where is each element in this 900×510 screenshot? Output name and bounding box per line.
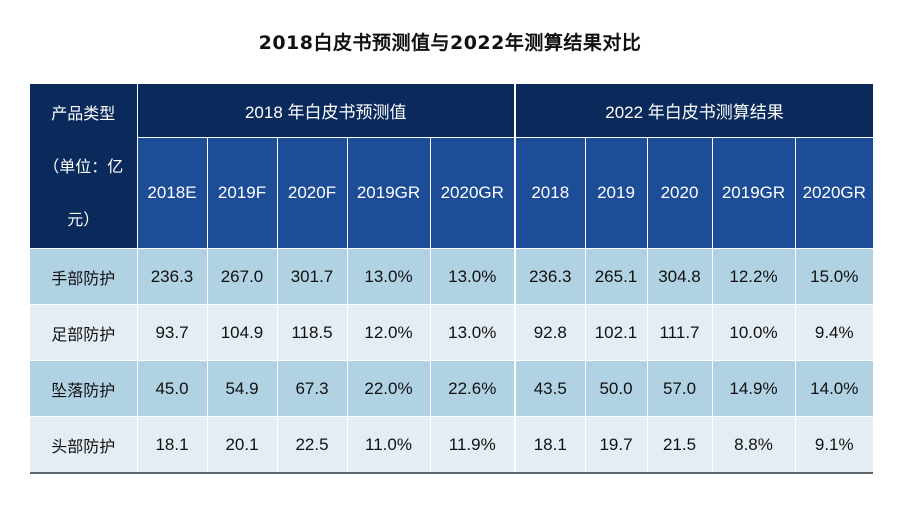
data-cell: 18.1 <box>137 416 208 474</box>
data-cell: 236.3 <box>137 248 208 305</box>
data-cell: 18.1 <box>515 416 586 474</box>
data-cell: 10.0% <box>712 304 796 361</box>
data-cell: 12.0% <box>347 304 431 361</box>
row-label: 手部防护 <box>30 248 138 305</box>
group-header-2018-forecast: 2018 年白皮书预测值 <box>137 84 516 138</box>
column-header: 2019F <box>207 137 278 249</box>
column-header: 2020 <box>647 137 713 249</box>
data-cell: 102.1 <box>585 304 648 361</box>
data-cell: 13.0% <box>347 248 431 305</box>
chart-title: 2018白皮书预测值与2022年测算结果对比 <box>258 32 642 54</box>
data-cell: 9.4% <box>795 304 874 361</box>
data-cell: 93.7 <box>137 304 208 361</box>
data-cell: 12.2% <box>712 248 796 305</box>
unit-label-line1: （单位：亿 <box>43 156 124 176</box>
data-cell: 9.1% <box>795 416 874 474</box>
data-cell: 14.9% <box>712 360 796 417</box>
data-cell: 267.0 <box>207 248 278 305</box>
data-cell: 104.9 <box>207 304 278 361</box>
table-row-foot-protection: 足部防护 93.7 104.9 118.5 12.0% 13.0% 92.8 1… <box>30 304 874 361</box>
data-cell: 11.9% <box>430 416 516 474</box>
column-header: 2019GR <box>712 137 796 249</box>
column-header: 2019 <box>585 137 648 249</box>
column-header: 2019GR <box>347 137 431 249</box>
data-cell: 45.0 <box>137 360 208 417</box>
data-cell: 54.9 <box>207 360 278 417</box>
product-type-label: 产品类型 <box>51 103 116 123</box>
data-cell: 301.7 <box>277 248 348 305</box>
data-cell: 22.5 <box>277 416 348 474</box>
data-cell: 22.0% <box>347 360 431 417</box>
data-cell: 13.0% <box>430 248 516 305</box>
column-header: 2018 <box>515 137 586 249</box>
data-cell: 111.7 <box>647 304 713 361</box>
data-cell: 43.5 <box>515 360 586 417</box>
data-cell: 15.0% <box>795 248 874 305</box>
column-header: 2020GR <box>430 137 516 249</box>
data-cell: 92.8 <box>515 304 586 361</box>
unit-label-line2: 元） <box>67 209 100 229</box>
data-cell: 50.0 <box>585 360 648 417</box>
data-cell: 67.3 <box>277 360 348 417</box>
data-cell: 57.0 <box>647 360 713 417</box>
data-cell: 265.1 <box>585 248 648 305</box>
data-cell: 118.5 <box>277 304 348 361</box>
data-cell: 14.0% <box>795 360 874 417</box>
data-cell: 8.8% <box>712 416 796 474</box>
column-header: 2018E <box>137 137 208 249</box>
data-cell: 20.1 <box>207 416 278 474</box>
data-cell: 11.0% <box>347 416 431 474</box>
data-cell: 13.0% <box>430 304 516 361</box>
column-header: 2020GR <box>795 137 874 249</box>
data-cell: 304.8 <box>647 248 713 305</box>
comparison-table: 产品类型 （单位：亿 元） 2018 年白皮书预测值 2022 年白皮书测算结果… <box>30 84 874 474</box>
group-header-2022-results: 2022 年白皮书测算结果 <box>515 84 874 138</box>
row-label: 头部防护 <box>30 416 138 474</box>
row-label: 坠落防护 <box>30 360 138 417</box>
table-row-hand-protection: 手部防护 236.3 267.0 301.7 13.0% 13.0% 236.3… <box>30 248 874 305</box>
table-row-fall-protection: 坠落防护 45.0 54.9 67.3 22.0% 22.6% 43.5 50.… <box>30 360 874 417</box>
data-cell: 21.5 <box>647 416 713 474</box>
data-cell: 19.7 <box>585 416 648 474</box>
row-label: 足部防护 <box>30 304 138 361</box>
data-cell: 236.3 <box>515 248 586 305</box>
table-row-head-protection: 头部防护 18.1 20.1 22.5 11.0% 11.9% 18.1 19.… <box>30 416 874 474</box>
column-header: 2020F <box>277 137 348 249</box>
data-cell: 22.6% <box>430 360 516 417</box>
product-type-header-cell: 产品类型 （单位：亿 元） <box>30 84 138 249</box>
